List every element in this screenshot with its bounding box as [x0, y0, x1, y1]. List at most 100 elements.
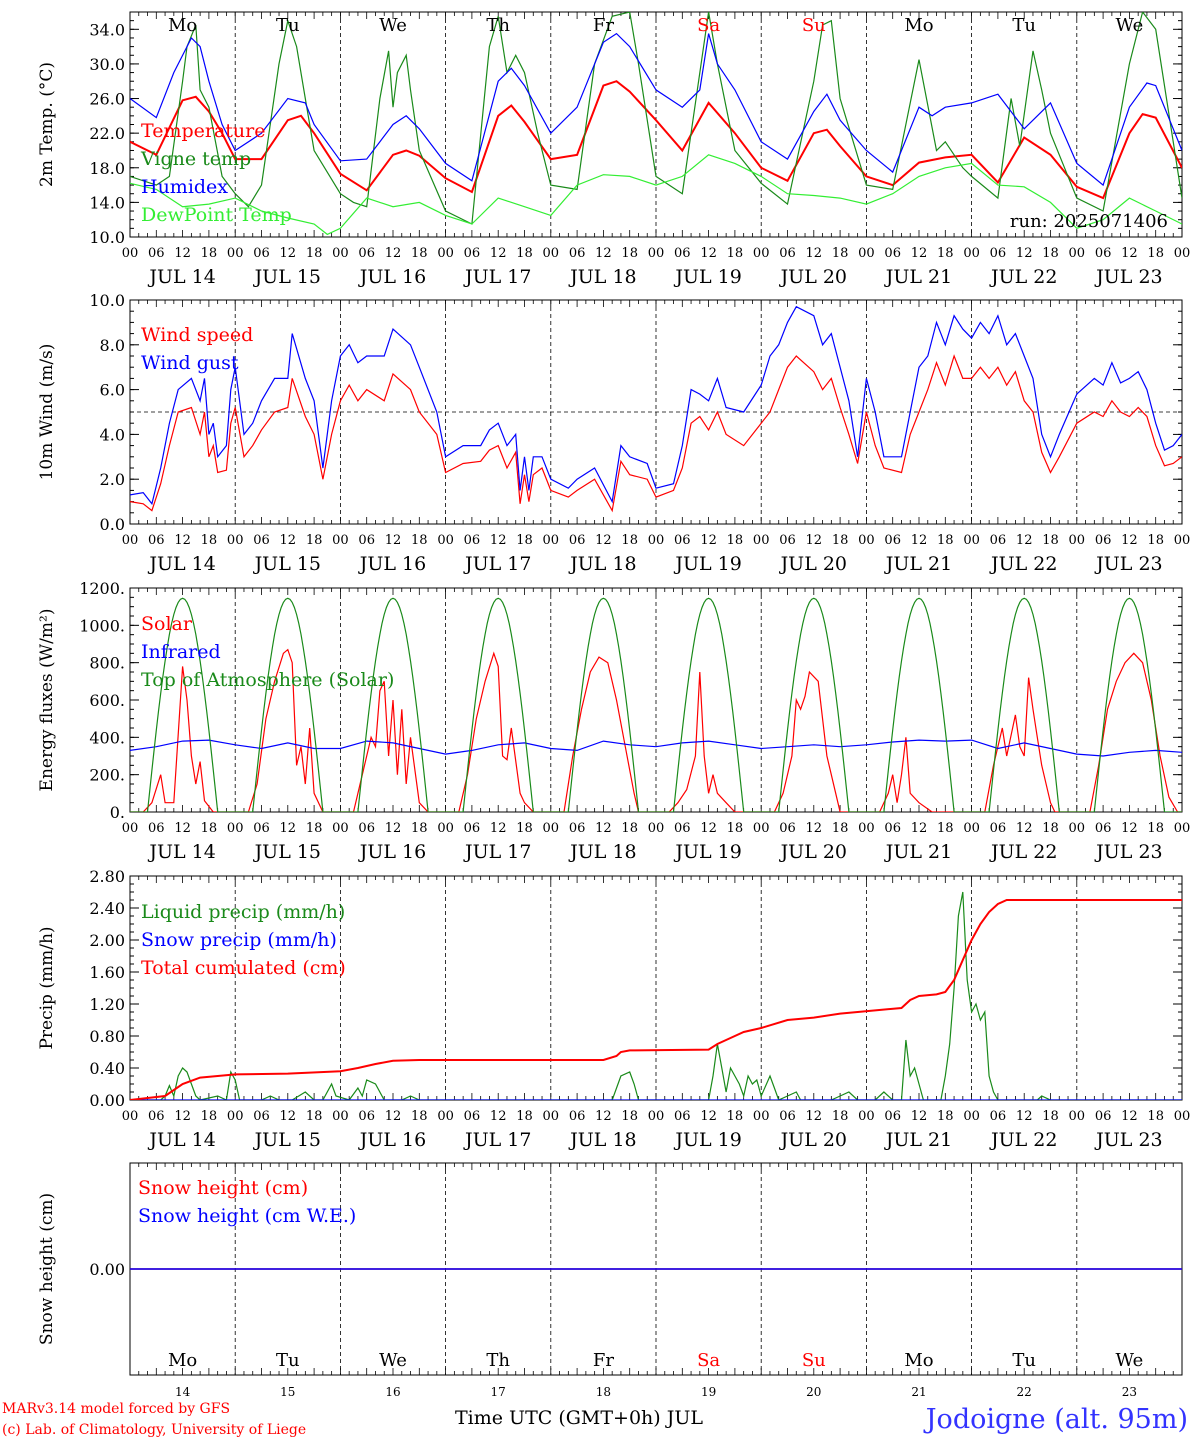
date-label: JUL 14	[147, 1129, 215, 1151]
legend-entry: Top of Atmosphere (Solar)	[141, 669, 394, 691]
legend-entry: Vigne temp	[140, 148, 251, 170]
hour-tick-label: 06	[779, 1109, 796, 1124]
date-label: JUL 15	[253, 266, 321, 288]
hour-tick-label: 00	[227, 821, 244, 836]
hour-tick-label: 12	[385, 533, 402, 548]
date-label: JUL 21	[884, 553, 952, 575]
series-group	[130, 597, 1182, 812]
hour-tick-label: 12	[1016, 533, 1033, 548]
hour-tick-label: 00	[1174, 246, 1191, 261]
date-label: JUL 16	[358, 841, 426, 863]
date-label: JUL 19	[673, 266, 741, 288]
hour-tick-label: 06	[148, 1109, 165, 1124]
legend-entry: Infrared	[141, 641, 221, 663]
hour-tick-label: 18	[1042, 246, 1059, 261]
legend-entry: Snow height (cm W.E.)	[138, 1205, 356, 1227]
y-tick-label: 1200.	[79, 579, 125, 598]
weekday-label: Th	[486, 1350, 510, 1371]
hour-tick-label: 12	[280, 1109, 297, 1124]
y-tick-label: 600.	[89, 691, 125, 710]
hour-tick-label: 12	[595, 533, 612, 548]
weekday-label: Su	[802, 1350, 826, 1371]
hour-tick-label: 12	[385, 821, 402, 836]
series-line-2	[130, 12, 1182, 225]
hour-tick-label: 06	[1095, 533, 1112, 548]
date-label: JUL 17	[463, 553, 531, 575]
x-axis-label: Time UTC (GMT+0h) JUL	[455, 1407, 703, 1429]
date-label: JUL 18	[568, 1129, 636, 1151]
hour-tick-label: 00	[1069, 1109, 1086, 1124]
hour-tick-label: 12	[806, 246, 823, 261]
hour-tick-label: 18	[727, 533, 744, 548]
credit-line-1: MARv3.14 model forced by GFS	[2, 1401, 230, 1417]
hour-tick-label: 06	[148, 533, 165, 548]
hour-tick-label: 06	[779, 821, 796, 836]
weekday-label: Sa	[697, 1350, 720, 1371]
run-annotation: run: 2025071406	[1010, 211, 1168, 232]
date-label: JUL 23	[1094, 1129, 1162, 1151]
date-label: JUL 18	[568, 266, 636, 288]
hour-tick-label: 00	[648, 533, 665, 548]
y-axis-label: Precip (mm/h)	[37, 926, 57, 1049]
hour-tick-label: 06	[569, 821, 586, 836]
y-tick-label: 0.80	[89, 1027, 125, 1046]
hour-tick-label: 06	[990, 821, 1007, 836]
hour-tick-label: 18	[411, 533, 428, 548]
hour-tick-label: 18	[727, 1109, 744, 1124]
hour-tick-label: 06	[990, 246, 1007, 261]
hour-tick-label: 06	[674, 821, 691, 836]
day-number-label: 21	[911, 1385, 926, 1399]
series-group	[130, 12, 1182, 236]
hour-tick-label: 00	[858, 1109, 875, 1124]
day-number-label: 19	[701, 1385, 716, 1399]
hour-tick-label: 12	[700, 1109, 717, 1124]
date-label: JUL 23	[1094, 553, 1162, 575]
hour-tick-label: 00	[963, 533, 980, 548]
y-tick-label: 6.0	[100, 381, 125, 400]
hour-tick-label: 12	[174, 246, 191, 261]
y-axis-label: Snow height (cm)	[37, 1193, 57, 1345]
hour-tick-label: 12	[280, 533, 297, 548]
hour-tick-label: 00	[227, 246, 244, 261]
series-line-1	[130, 354, 1182, 513]
y-tick-label: 2.80	[89, 867, 125, 886]
day-number-label: 22	[1017, 1385, 1032, 1399]
hour-tick-label: 06	[464, 246, 481, 261]
y-tick-label: 0.0	[100, 515, 125, 534]
y-tick-label: 2.00	[89, 931, 125, 950]
legend-entry: Snow precip (mm/h)	[141, 929, 337, 951]
hour-tick-label: 00	[437, 821, 454, 836]
y-tick-label: 18.0	[89, 159, 125, 178]
date-label: JUL 20	[779, 266, 847, 288]
hour-tick-label: 00	[753, 533, 770, 548]
y-tick-label: 30.0	[89, 55, 125, 74]
legend-entry: Wind gust	[141, 352, 239, 374]
weekday-label: Tu	[1012, 15, 1036, 36]
date-label: JUL 20	[779, 1129, 847, 1151]
date-label: JUL 16	[358, 553, 426, 575]
series-line-3	[130, 899, 1182, 1100]
hour-tick-label: 06	[464, 821, 481, 836]
weekday-label: Tu	[276, 15, 300, 36]
y-tick-label: 2.40	[89, 899, 125, 918]
hour-tick-label: 00	[1174, 533, 1191, 548]
y-tick-label: 10.0	[89, 228, 125, 247]
weekday-label: Th	[486, 15, 510, 36]
hour-tick-label: 12	[1121, 246, 1138, 261]
hour-tick-label: 12	[1016, 1109, 1033, 1124]
hour-tick-label: 12	[595, 1109, 612, 1124]
hour-tick-label: 00	[332, 821, 349, 836]
date-label: JUL 18	[568, 553, 636, 575]
hour-tick-label: 06	[253, 1109, 270, 1124]
panel-4: 0.00 0.40 0.80 1.20 1.60 2.00 2.40 2.80 Precip (…	[37, 867, 1190, 1151]
weekday-label: Mo	[168, 1350, 197, 1371]
y-tick-label: 10.0	[89, 291, 125, 310]
legend-entry: Total cumulated (cm)	[141, 957, 346, 979]
hour-tick-label: 18	[1042, 533, 1059, 548]
date-label: JUL 22	[989, 266, 1057, 288]
day-number-label: 16	[385, 1385, 400, 1399]
hour-tick-label: 00	[332, 533, 349, 548]
day-number-label: 15	[280, 1385, 295, 1399]
hour-tick-label: 18	[516, 533, 533, 548]
hour-tick-label: 00	[1069, 246, 1086, 261]
